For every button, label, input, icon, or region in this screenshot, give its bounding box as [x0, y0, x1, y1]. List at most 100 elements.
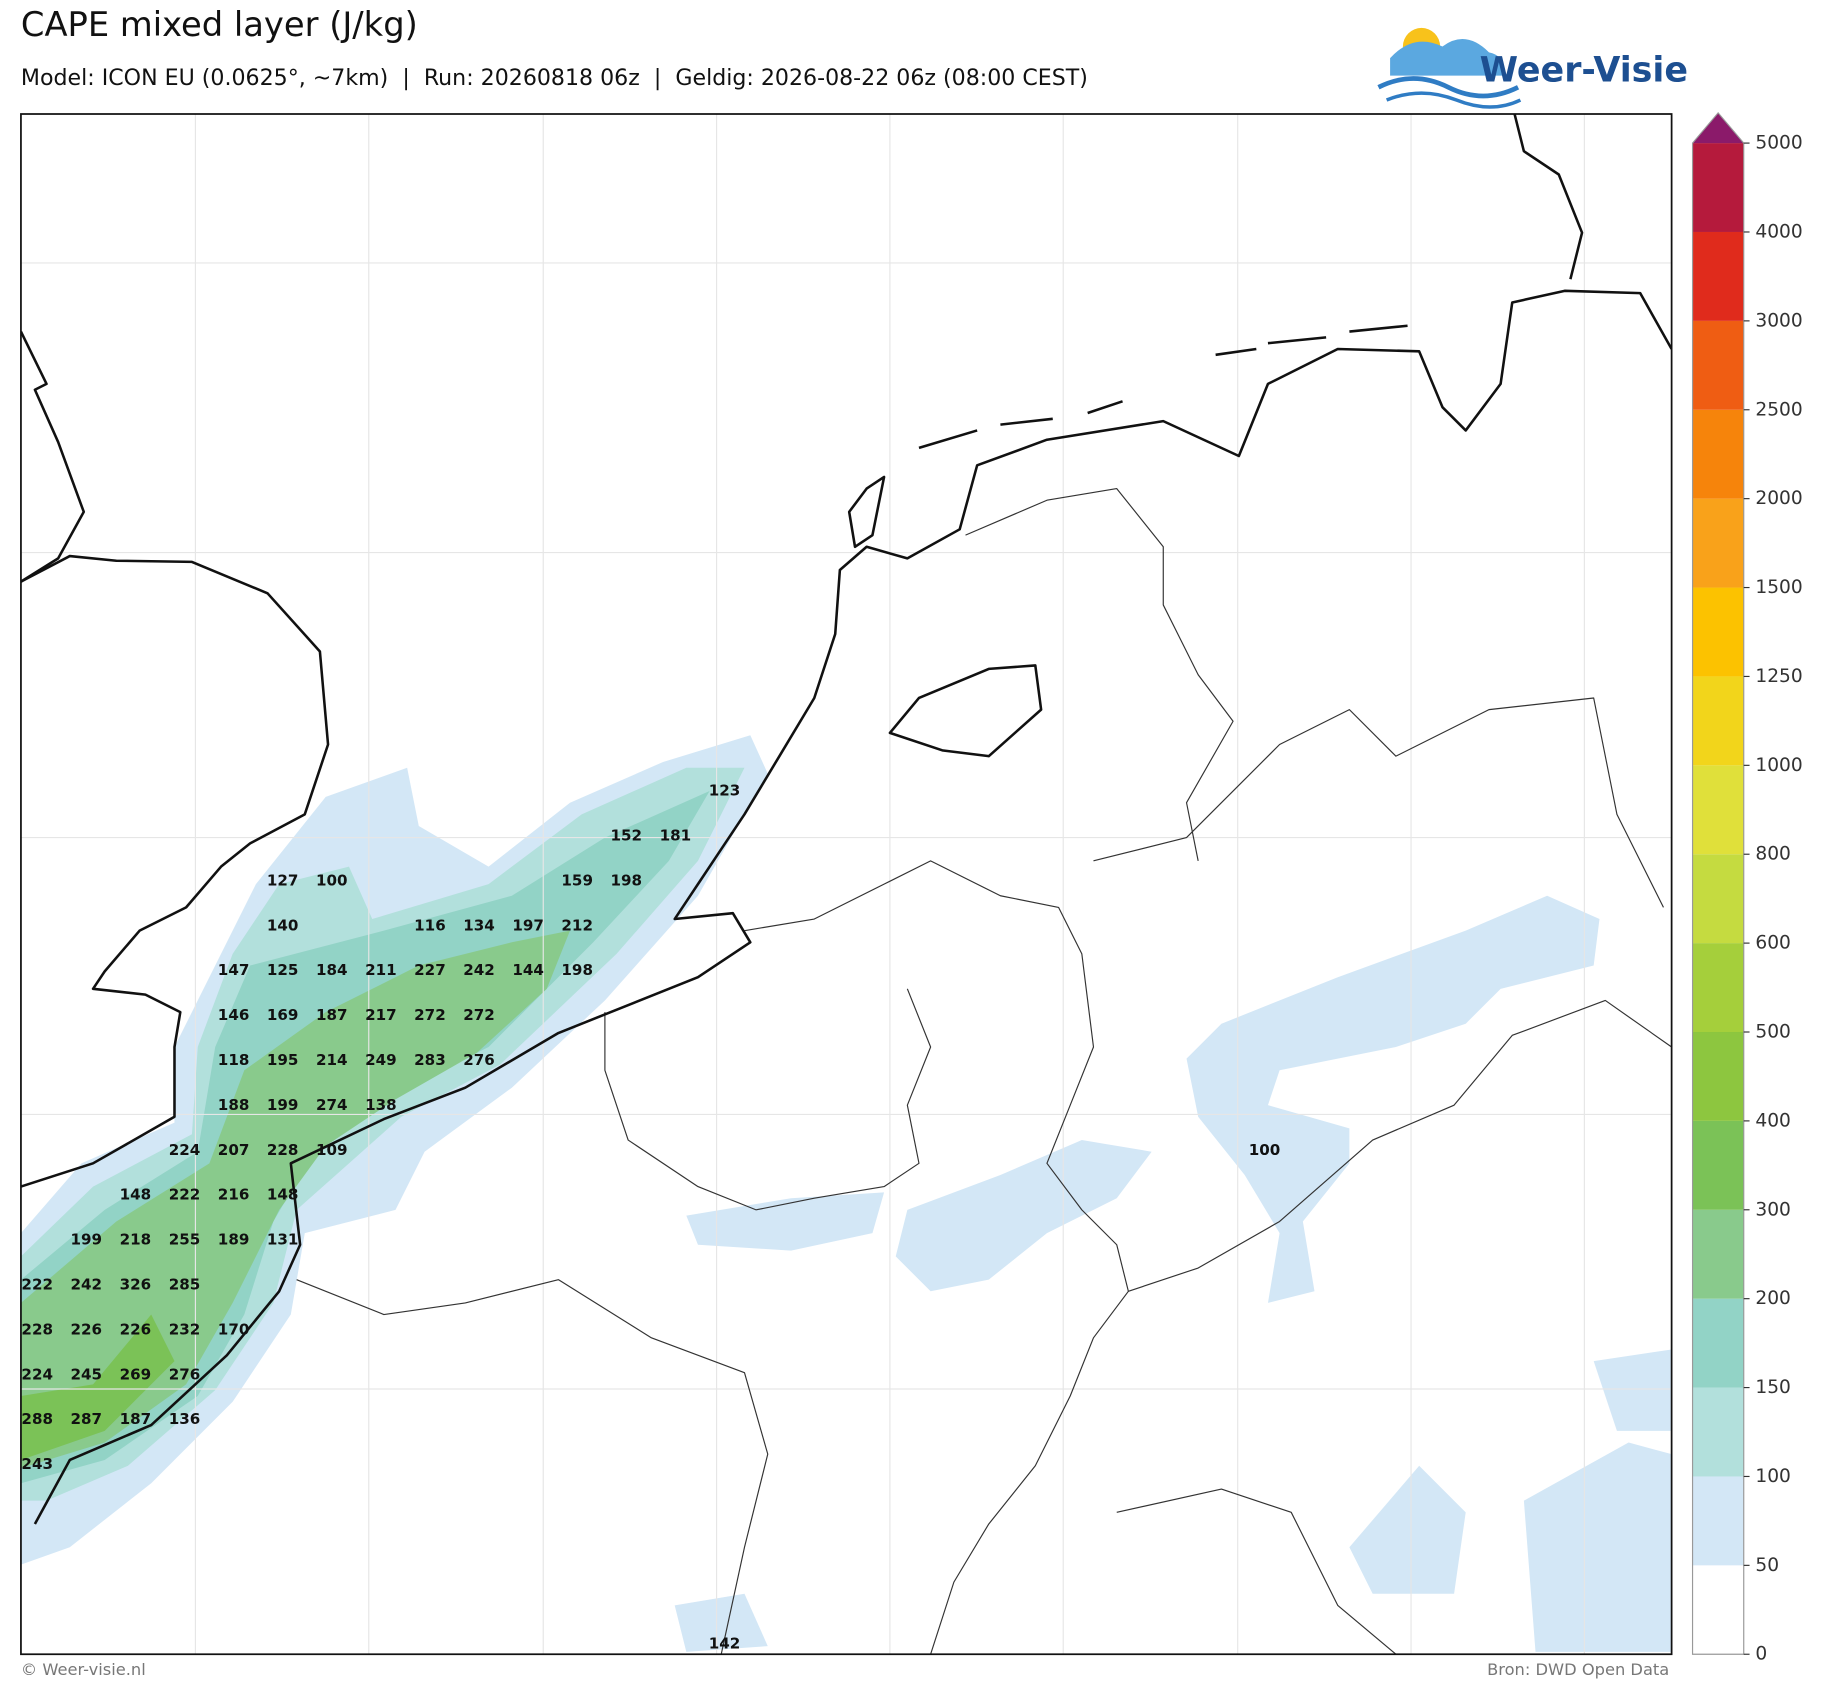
map-frame: [20, 113, 1673, 1656]
colorbar-tick-label: 500: [1755, 1022, 1791, 1043]
value-label: 100: [1249, 1141, 1281, 1159]
value-label: 276: [169, 1365, 201, 1383]
value-label: 199: [71, 1231, 103, 1249]
colorbar-tick-label: 3000: [1755, 310, 1802, 331]
value-label: 140: [267, 916, 299, 934]
value-label: 189: [218, 1231, 250, 1249]
colorbar-segment: [1692, 409, 1744, 499]
value-label: 276: [463, 1051, 495, 1069]
colorbar-segment: [1692, 143, 1744, 232]
value-label: 169: [267, 1006, 299, 1024]
value-label: 249: [365, 1051, 397, 1069]
colorbar-tick-label: 1000: [1755, 755, 1802, 776]
value-label: 285: [169, 1276, 201, 1294]
value-label: 245: [71, 1365, 103, 1383]
colorbar-segment: [1692, 1032, 1744, 1121]
colorbar-tick-label: 300: [1755, 1199, 1791, 1220]
value-label: 136: [169, 1410, 201, 1428]
value-label: 228: [267, 1141, 299, 1159]
value-label: 187: [120, 1410, 152, 1428]
colorbar-tick-label: 600: [1755, 933, 1791, 954]
value-label: 287: [71, 1410, 103, 1428]
value-labels: 123 152 181 127 100 159 198 140 116 134 197 212 147 1…: [21, 782, 1280, 1653]
colorbar-segment: [1692, 231, 1744, 321]
value-label: 198: [611, 871, 643, 889]
value-label: 283: [414, 1051, 446, 1069]
colorbar-tick-label: 2000: [1755, 488, 1802, 509]
value-label: 326: [120, 1276, 152, 1294]
value-label: 288: [21, 1410, 53, 1428]
value-label: 222: [21, 1276, 53, 1294]
value-label: 159: [561, 871, 593, 889]
colorbar-segment: [1692, 765, 1744, 855]
value-label: 228: [21, 1320, 53, 1338]
value-label: 199: [267, 1096, 299, 1114]
coastlines: [20, 114, 1672, 1525]
colorbar-segment: [1692, 1476, 1744, 1566]
value-label: 100: [316, 871, 348, 889]
value-label: 188: [218, 1096, 250, 1114]
value-label: 232: [169, 1320, 201, 1338]
colorbar-segment: [1692, 1387, 1744, 1477]
colorbar-segment: [1692, 1565, 1744, 1655]
colorbar-tick-label: 150: [1755, 1377, 1791, 1398]
colorbar-segment: [1692, 943, 1744, 1033]
value-label: 138: [365, 1096, 397, 1114]
value-label: 274: [316, 1096, 348, 1114]
cape-field: [20, 735, 1672, 1652]
logo-text: Weer-Visie: [1480, 50, 1688, 90]
colorbar-segment: [1692, 1298, 1744, 1388]
colorbar-segment: [1692, 1209, 1744, 1299]
value-label: 109: [316, 1141, 348, 1159]
value-label: 118: [218, 1051, 250, 1069]
value-label: 212: [561, 916, 593, 934]
value-label: 218: [120, 1231, 152, 1249]
colorbar-tick-label: 0: [1755, 1644, 1767, 1665]
colorbar-tick-label: 100: [1755, 1466, 1791, 1487]
value-label: 226: [120, 1320, 152, 1338]
value-label: 131: [267, 1231, 299, 1249]
colorbar-segment: [1692, 587, 1744, 677]
value-label: 207: [218, 1141, 250, 1159]
value-label: 148: [267, 1186, 299, 1204]
map: 123 152 181 127 100 159 198 140 116 134 197 212 147 1…: [20, 114, 1672, 1655]
value-label: 211: [365, 961, 397, 979]
colorbar-segment: [1692, 854, 1744, 944]
value-label: 269: [120, 1365, 152, 1383]
value-label: 243: [21, 1455, 53, 1473]
value-label: 272: [463, 1006, 495, 1024]
colorbar-segment: [1692, 1120, 1744, 1210]
value-label: 170: [218, 1320, 250, 1338]
value-label: 187: [316, 1006, 348, 1024]
subtitle: Model: ICON EU (0.0625°, ~7km) | Run: 20…: [21, 65, 1088, 91]
colorbar-segment: [1692, 676, 1744, 766]
value-label: 216: [218, 1186, 250, 1204]
value-label: 144: [512, 961, 544, 979]
value-label: 214: [316, 1051, 348, 1069]
colorbar-tick-label: 4000: [1755, 221, 1802, 242]
colorbar-segment: [1692, 498, 1744, 588]
value-label: 224: [169, 1141, 201, 1159]
title: CAPE mixed layer (J/kg): [21, 5, 418, 44]
value-label: 226: [71, 1320, 103, 1338]
value-label: 147: [218, 961, 250, 979]
value-label: 217: [365, 1006, 397, 1024]
borders: [296, 488, 1672, 1655]
footer-right: Bron: DWD Open Data: [1487, 1660, 1669, 1679]
footer-left: © Weer-visie.nl: [21, 1660, 146, 1679]
value-label: 125: [267, 961, 299, 979]
value-label: 181: [660, 826, 692, 844]
value-label: 142: [709, 1635, 741, 1653]
value-label: 184: [316, 961, 348, 979]
colorbar-outline: [1691, 111, 1745, 1655]
colorbar-extend: [1692, 112, 1744, 144]
value-label: 123: [709, 782, 741, 800]
value-label: 255: [169, 1231, 201, 1249]
graticule: [20, 114, 1672, 1655]
colorbar-tick-label: 800: [1755, 844, 1791, 865]
value-label: 116: [414, 916, 446, 934]
value-label: 242: [71, 1276, 103, 1294]
value-label: 195: [267, 1051, 299, 1069]
